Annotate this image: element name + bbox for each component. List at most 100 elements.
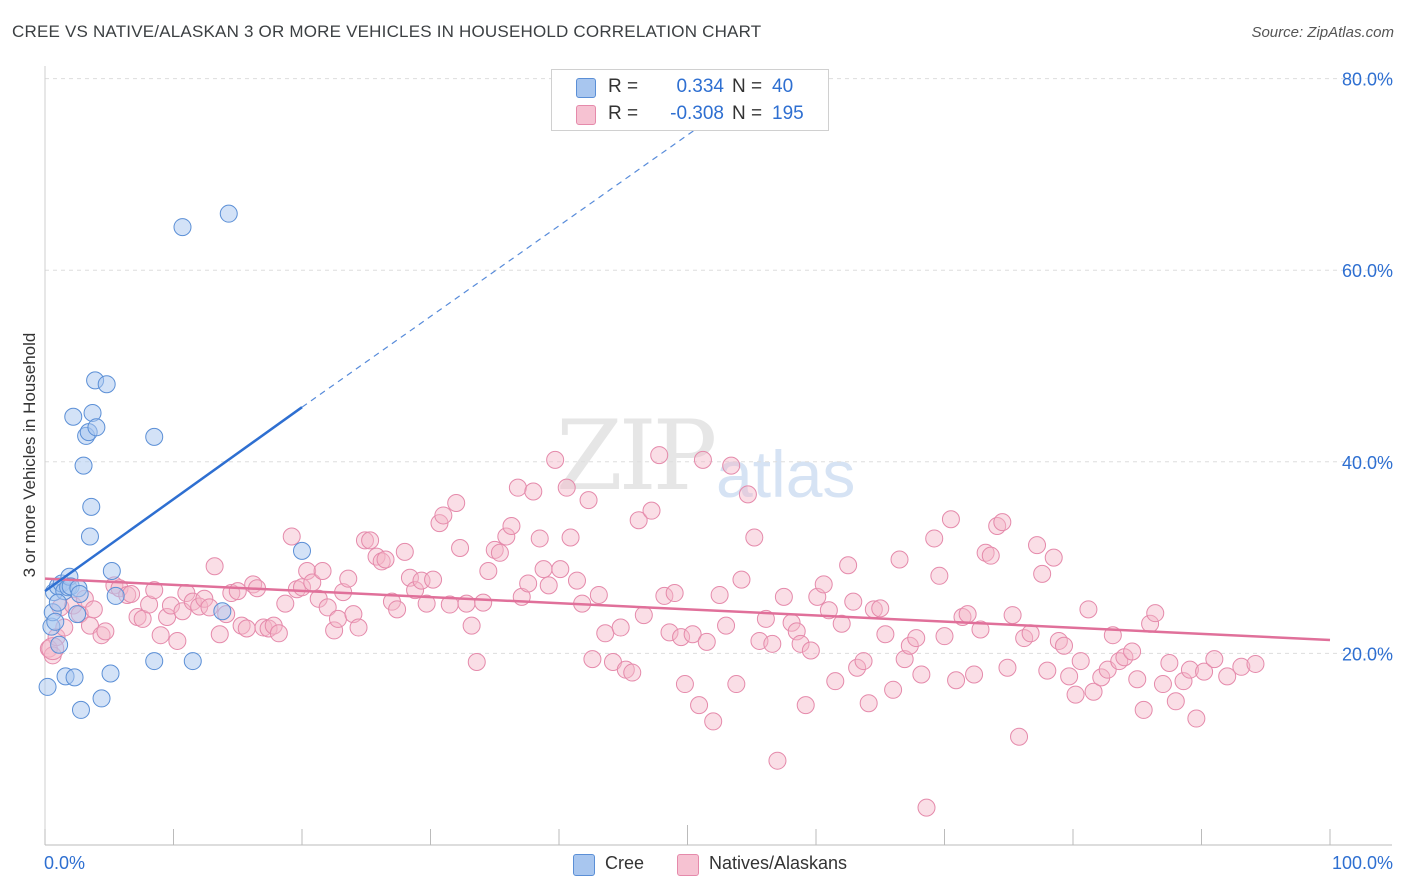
natives-point bbox=[583, 650, 602, 669]
natives-point bbox=[1205, 650, 1224, 669]
natives-point bbox=[848, 658, 867, 677]
natives-point bbox=[524, 482, 543, 501]
y-tick-label: 80.0% bbox=[1342, 70, 1393, 90]
natives-point bbox=[655, 586, 674, 605]
natives-point bbox=[819, 601, 838, 620]
natives-point bbox=[930, 566, 949, 585]
natives-point bbox=[756, 609, 775, 628]
natives-point bbox=[704, 712, 723, 731]
natives-point bbox=[801, 641, 820, 660]
legend-cree-swatch bbox=[573, 854, 595, 876]
natives-point bbox=[417, 594, 436, 613]
natives-point bbox=[971, 620, 990, 639]
cree-point bbox=[48, 593, 67, 612]
natives-point bbox=[665, 584, 684, 603]
natives-point bbox=[832, 614, 851, 633]
natives-point bbox=[328, 609, 347, 628]
cree-point bbox=[68, 605, 87, 624]
natives-point bbox=[859, 694, 878, 713]
natives-point bbox=[814, 575, 833, 594]
cree-point bbox=[145, 652, 164, 671]
natives-point bbox=[376, 550, 395, 569]
natives-point bbox=[490, 543, 509, 562]
natives-point bbox=[1084, 682, 1103, 701]
natives-point bbox=[675, 675, 694, 694]
natives-swatch bbox=[576, 105, 596, 125]
cree-point bbox=[183, 652, 202, 671]
natives-point bbox=[269, 624, 288, 643]
natives-point bbox=[325, 621, 344, 640]
natives-point bbox=[1174, 672, 1193, 691]
natives-point bbox=[690, 696, 709, 715]
natives-point bbox=[561, 528, 580, 547]
natives-point bbox=[672, 628, 691, 647]
cree-point bbox=[65, 668, 84, 687]
natives-point bbox=[276, 594, 295, 613]
natives-point bbox=[447, 493, 466, 512]
natives-point bbox=[1195, 662, 1214, 681]
natives-point bbox=[530, 529, 549, 548]
natives-point bbox=[1049, 631, 1068, 650]
cree-point bbox=[50, 635, 69, 654]
cree-swatch bbox=[576, 78, 596, 98]
natives-point bbox=[539, 576, 558, 595]
natives-point bbox=[693, 450, 712, 469]
cree-point bbox=[219, 204, 238, 223]
natives-point bbox=[1187, 709, 1206, 728]
natives-point bbox=[151, 626, 170, 645]
natives-point bbox=[232, 616, 251, 635]
cree-point bbox=[92, 689, 111, 708]
natives-point bbox=[947, 671, 966, 690]
natives-point bbox=[1021, 624, 1040, 643]
natives-point bbox=[282, 527, 301, 546]
natives-point bbox=[1246, 654, 1265, 673]
cree-r-value: 0.334 bbox=[676, 76, 724, 97]
x-tick-label: 100.0% bbox=[1332, 853, 1393, 873]
natives-point bbox=[890, 550, 909, 569]
natives-point bbox=[1028, 536, 1047, 555]
natives-point bbox=[205, 557, 224, 576]
natives-point bbox=[791, 634, 810, 653]
natives-point bbox=[318, 598, 337, 617]
natives-point bbox=[485, 540, 504, 559]
natives-point bbox=[1055, 636, 1074, 655]
natives-point bbox=[1218, 667, 1237, 686]
natives-point bbox=[634, 606, 653, 625]
natives-point bbox=[313, 562, 332, 581]
natives-point bbox=[876, 625, 895, 644]
natives-point bbox=[1066, 685, 1085, 704]
natives-point bbox=[981, 546, 1000, 565]
natives-point bbox=[623, 663, 642, 682]
natives-point bbox=[727, 675, 746, 694]
natives-point bbox=[1071, 652, 1090, 671]
natives-point bbox=[462, 616, 481, 635]
natives-point bbox=[1128, 670, 1147, 689]
natives-point bbox=[900, 636, 919, 655]
natives-point bbox=[1092, 668, 1111, 687]
r-label: R = bbox=[608, 103, 639, 124]
natives-point bbox=[96, 622, 115, 641]
natives-point bbox=[732, 570, 751, 589]
natives-point bbox=[993, 513, 1012, 532]
natives-point bbox=[854, 652, 873, 671]
stats-box: R = 0.334 N = 40 R = -0.308 N = 195 bbox=[551, 69, 829, 131]
natives-point bbox=[768, 751, 787, 770]
natives-point bbox=[168, 631, 187, 650]
natives-point bbox=[259, 619, 278, 638]
natives-point bbox=[965, 665, 984, 684]
natives-point bbox=[844, 592, 863, 611]
cree-point bbox=[87, 418, 106, 437]
cree-point bbox=[71, 700, 90, 719]
natives-point bbox=[497, 527, 516, 546]
cree-point bbox=[74, 456, 93, 475]
natives-point bbox=[1166, 692, 1185, 711]
natives-point bbox=[406, 581, 425, 600]
y-tick-label: 20.0% bbox=[1342, 644, 1393, 664]
cree-point bbox=[64, 407, 83, 426]
natives-point bbox=[579, 491, 598, 510]
natives-point bbox=[884, 680, 903, 699]
natives-point bbox=[935, 627, 954, 646]
natives-point bbox=[349, 618, 368, 637]
natives-trend-line bbox=[44, 577, 1331, 642]
natives-point bbox=[355, 531, 374, 550]
